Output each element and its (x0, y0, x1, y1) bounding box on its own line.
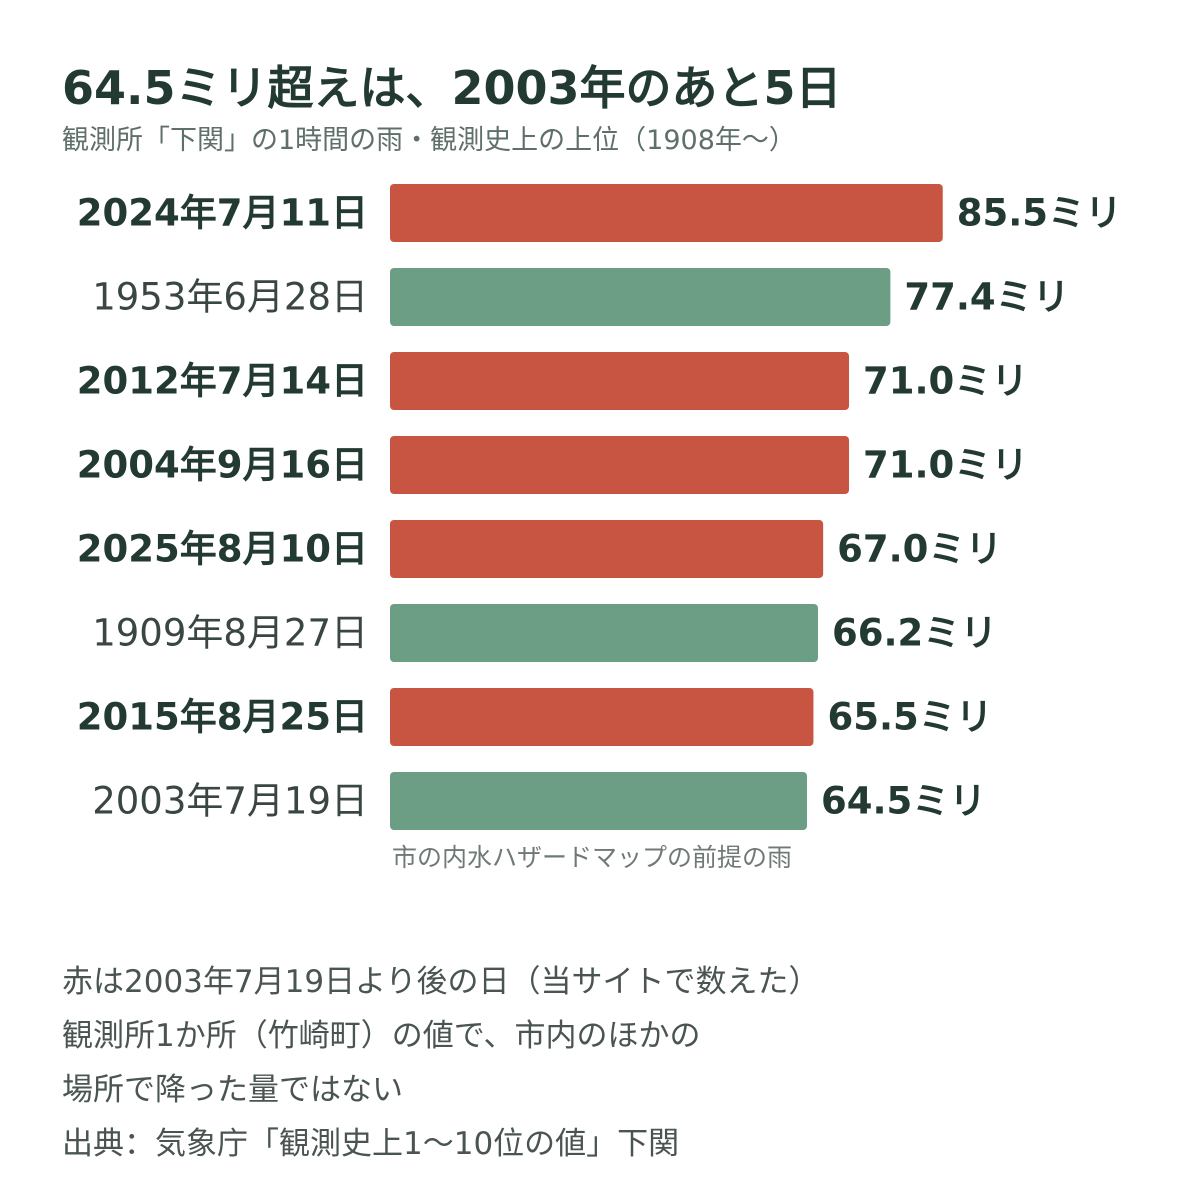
bar (390, 436, 850, 494)
bar-chart: 2024年7月11日 85.5ミリ 1953年6月28日 77.4ミリ 2012年7月1… (77, 184, 1122, 872)
value-label: 77.4ミリ (904, 276, 1069, 319)
value-label: 65.5ミリ (827, 696, 992, 739)
value-label: 85.5ミリ (957, 192, 1122, 235)
note-line: 場所で降った量ではない (62, 1072, 403, 1108)
category-label: 2024年7月11日 (77, 192, 368, 235)
category-label: 2003年7月19日 (92, 780, 368, 823)
value-label: 64.5ミリ (821, 780, 986, 823)
value-label: 71.0ミリ (863, 444, 1028, 487)
value-label: 71.0ミリ (863, 360, 1028, 403)
value-label: 66.2ミリ (832, 612, 997, 655)
note-line: 観測所1か所（竹崎町）の値で、市内のほかの (62, 1018, 701, 1054)
bar (390, 184, 943, 242)
category-label: 2012年7月14日 (77, 360, 368, 403)
bar (390, 520, 824, 578)
bar (390, 604, 818, 662)
bar (390, 688, 814, 746)
bar-row: 2003年7月19日 64.5ミリ (92, 772, 986, 830)
bar-row: 2012年7月14日 71.0ミリ (77, 352, 1028, 410)
bar (390, 772, 807, 830)
notes: 赤は2003年7月19日より後の日（当サイトで数えた） 観測所1か所（竹崎町）の… (62, 955, 819, 1171)
bar (390, 352, 850, 410)
bar-row: 2015年8月25日 65.5ミリ (77, 688, 993, 746)
category-label: 2004年9月16日 (77, 444, 368, 487)
category-label: 2015年8月25日 (77, 696, 368, 739)
bar-row: 1953年6月28日 77.4ミリ (92, 268, 1070, 326)
bar-row: 2024年7月11日 85.5ミリ (77, 184, 1122, 242)
chart-title: 64.5ミリ超えは、2003年のあと5日 (62, 61, 842, 115)
category-label: 1909年8月27日 (92, 612, 368, 655)
category-label: 1953年6月28日 (92, 276, 368, 319)
note-line: 赤は2003年7月19日より後の日（当サイトで数えた） (62, 964, 820, 1000)
bar-row: 2025年8月10日 67.0ミリ (77, 520, 1002, 578)
chart-subtitle: 観測所「下関」の1時間の雨・観測史上の上位（1908年〜） (62, 125, 796, 156)
note-line: 出典：気象庁「観測史上1〜10位の値」下関 (62, 1126, 680, 1162)
bar-row: 2004年9月16日 71.0ミリ (77, 436, 1028, 494)
category-label: 2025年8月10日 (77, 528, 368, 571)
annotation: 市の内水ハザードマップの前提の雨 (392, 843, 792, 872)
bar-row: 1909年8月27日 66.2ミリ (92, 604, 997, 662)
bar (390, 268, 891, 326)
value-label: 67.0ミリ (837, 528, 1002, 571)
